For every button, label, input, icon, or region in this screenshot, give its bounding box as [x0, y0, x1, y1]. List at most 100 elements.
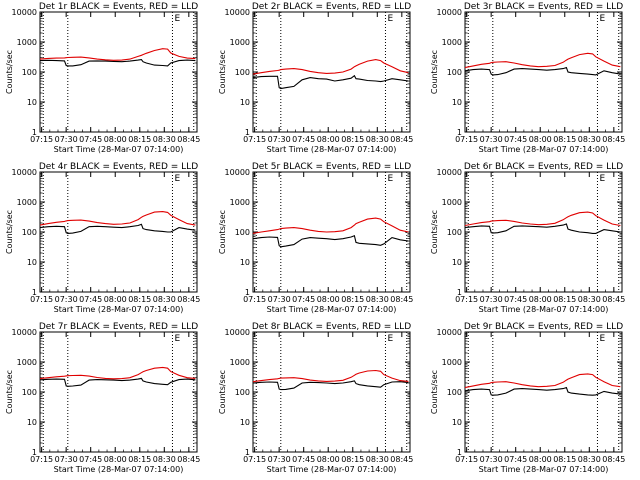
y-tick-label: 10 — [240, 418, 250, 427]
annotation-label: E — [387, 174, 393, 184]
annotation-label: E — [174, 14, 180, 24]
annotation-label: E — [174, 174, 180, 184]
y-axis-label: Counts/sec — [218, 50, 227, 94]
series-lld-line — [252, 369, 409, 383]
plot-frame — [464, 331, 623, 453]
x-tick-label: 08:45 — [602, 295, 625, 304]
x-tick-label: 08:45 — [177, 135, 200, 144]
x-tick-label: 07:15 — [243, 295, 266, 304]
annotation-label: E — [599, 174, 605, 184]
series-events-line — [464, 386, 621, 396]
y-tick-label: 100 — [235, 68, 250, 77]
y-tick-label: 100 — [22, 228, 37, 237]
x-axis-label: Start Time (28-Mar-07 07:14:00) — [267, 465, 397, 474]
panel-title: Det 6r BLACK = Events, RED = LLD — [464, 162, 623, 172]
panel-title: Det 8r BLACK = Events, RED = LLD — [252, 322, 411, 332]
x-tick-label: 08:00 — [529, 135, 552, 144]
y-tick-label: 100 — [447, 68, 462, 77]
y-axis-label: Counts/sec — [5, 50, 14, 94]
x-tick-label: 08:00 — [104, 295, 127, 304]
x-tick-label: 08:00 — [529, 295, 552, 304]
plot-frame — [252, 11, 411, 133]
y-tick-label: 10000 — [12, 168, 37, 177]
series-events-line — [39, 377, 196, 387]
y-tick-label: 1 — [457, 288, 462, 297]
x-tick-label: 07:30 — [55, 135, 78, 144]
x-tick-label: 07:45 — [292, 455, 315, 464]
x-tick-label: 08:30 — [578, 295, 601, 304]
y-tick-label: 10000 — [12, 328, 37, 337]
x-tick-label: 07:15 — [30, 455, 53, 464]
x-axis-label: Start Time (28-Mar-07 07:14:00) — [267, 305, 397, 314]
x-tick-label: 08:00 — [104, 455, 127, 464]
x-tick-label: 07:15 — [243, 455, 266, 464]
y-axis-label: Counts/sec — [218, 370, 227, 414]
plot-frame — [39, 11, 198, 133]
x-axis-label: Start Time (28-Mar-07 07:14:00) — [479, 465, 609, 474]
x-tick-label: 07:15 — [30, 135, 53, 144]
x-tick-label: 08:15 — [553, 135, 576, 144]
series-lld-line — [39, 211, 196, 226]
x-axis-label: Start Time (28-Mar-07 07:14:00) — [54, 465, 184, 474]
x-axis-label: Start Time (28-Mar-07 07:14:00) — [267, 145, 397, 154]
x-tick-label: 07:30 — [55, 455, 78, 464]
x-tick-label: 08:15 — [341, 455, 364, 464]
y-axis-label: Counts/sec — [218, 210, 227, 254]
x-axis-label: Start Time (28-Mar-07 07:14:00) — [54, 305, 184, 314]
y-tick-label: 1000 — [230, 358, 250, 367]
y-tick-label: 1 — [457, 448, 462, 457]
panel-det-2: Det 2r BLACK = Events, RED = LLD 1 10 100 10… — [218, 2, 413, 154]
y-tick-label: 10000 — [437, 8, 462, 17]
x-tick-label: 07:30 — [480, 135, 503, 144]
x-tick-label: 08:15 — [128, 455, 151, 464]
y-tick-label: 10 — [27, 98, 37, 107]
x-tick-label: 08:00 — [317, 135, 340, 144]
x-tick-label: 07:15 — [243, 135, 266, 144]
panel-det-5: Det 5r BLACK = Events, RED = LLD 1 10 100 10… — [218, 162, 413, 314]
x-tick-label: 08:45 — [602, 455, 625, 464]
series-events-line — [39, 223, 196, 234]
x-tick-label: 08:30 — [153, 135, 176, 144]
panel-det-4: Det 4r BLACK = Events, RED = LLD 1 10 100 10… — [5, 162, 200, 314]
panel-det-8: Det 8r BLACK = Events, RED = LLD 1 10 100 10… — [218, 322, 413, 474]
x-tick-label: 08:15 — [128, 295, 151, 304]
y-tick-label: 1000 — [230, 198, 250, 207]
y-tick-label: 1 — [245, 288, 250, 297]
x-tick-label: 07:45 — [292, 135, 315, 144]
y-tick-label: 1000 — [442, 358, 462, 367]
x-tick-label: 08:00 — [317, 455, 340, 464]
panel-title: Det 2r BLACK = Events, RED = LLD — [252, 2, 411, 12]
y-tick-label: 1000 — [17, 38, 37, 47]
y-tick-label: 100 — [22, 388, 37, 397]
y-tick-label: 10 — [452, 418, 462, 427]
y-axis-label: Counts/sec — [430, 370, 439, 414]
x-tick-label: 07:45 — [79, 295, 102, 304]
x-tick-label: 08:00 — [317, 295, 340, 304]
x-tick-label: 08:15 — [553, 295, 576, 304]
y-axis-label: Counts/sec — [5, 370, 14, 414]
y-tick-label: 1 — [32, 128, 37, 137]
x-tick-label: 08:15 — [341, 135, 364, 144]
series-lld-line — [464, 211, 621, 227]
x-tick-label: 08:30 — [153, 455, 176, 464]
panel-title: Det 7r BLACK = Events, RED = LLD — [39, 322, 198, 332]
x-tick-label: 08:15 — [128, 135, 151, 144]
series-events-line — [252, 234, 409, 248]
series-events-line — [252, 380, 409, 391]
series-lld-line — [252, 217, 409, 234]
series-lld-line — [464, 52, 621, 69]
y-tick-label: 1 — [457, 128, 462, 137]
annotation-label: E — [174, 334, 180, 344]
series-lld-line — [39, 48, 196, 61]
plot-frame — [252, 331, 411, 453]
x-axis-label: Start Time (28-Mar-07 07:14:00) — [54, 145, 184, 154]
x-tick-label: 08:30 — [153, 295, 176, 304]
x-tick-label: 08:30 — [578, 135, 601, 144]
panel-title: Det 9r BLACK = Events, RED = LLD — [464, 322, 623, 332]
y-tick-label: 1000 — [442, 38, 462, 47]
y-tick-label: 10 — [27, 418, 37, 427]
y-tick-label: 1 — [245, 128, 250, 137]
x-tick-label: 07:30 — [268, 135, 291, 144]
x-tick-label: 07:45 — [79, 135, 102, 144]
x-tick-label: 07:15 — [455, 295, 478, 304]
